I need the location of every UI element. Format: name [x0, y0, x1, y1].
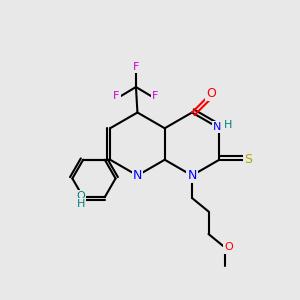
Text: H: H — [76, 199, 85, 209]
Text: F: F — [113, 91, 120, 101]
Text: S: S — [244, 153, 252, 166]
Text: N: N — [213, 122, 221, 132]
Text: F: F — [133, 62, 139, 72]
Text: O: O — [207, 86, 216, 100]
Text: O: O — [224, 242, 233, 253]
Text: F: F — [152, 91, 159, 101]
Text: N: N — [133, 169, 142, 182]
Text: O: O — [76, 191, 85, 201]
Text: H: H — [224, 120, 232, 130]
Text: N: N — [187, 169, 197, 182]
